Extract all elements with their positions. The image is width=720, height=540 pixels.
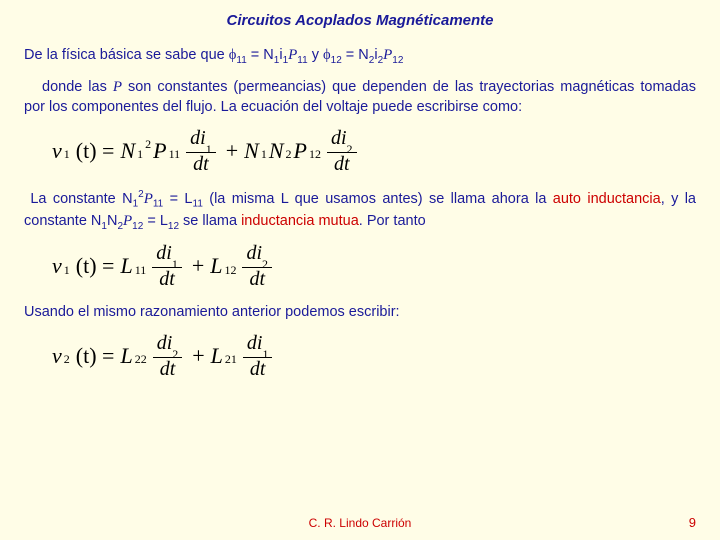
p3-j: . Por tanto xyxy=(359,213,426,229)
eq2-frac2: di2 dt xyxy=(242,243,272,289)
equation-3: v2 (t) = L22 di2 dt + L21 di1 dt xyxy=(52,333,696,379)
p3-f: N xyxy=(107,213,117,229)
auto-inductance-label: auto inductancia xyxy=(553,190,661,206)
eq2-l12sub: 12 xyxy=(224,263,236,278)
eq2-l11: L xyxy=(120,253,132,279)
p12-sub: 12 xyxy=(392,55,403,66)
p-sym-inline: P xyxy=(113,79,122,95)
phi12-sub: 12 xyxy=(331,55,342,66)
eq1-num2sub: 2 xyxy=(347,142,353,156)
eq3-num1: di xyxy=(157,332,173,354)
footer-author: C. R. Lindo Carrión xyxy=(0,516,720,530)
p3-a: La constante N xyxy=(30,190,132,206)
eq2-plus: + xyxy=(192,253,204,279)
eq2-num2: di xyxy=(246,242,262,264)
eq3-v: v xyxy=(52,343,62,369)
eq3-plus: + xyxy=(192,343,204,369)
eq1-p12: P xyxy=(294,138,307,164)
eq1-p11sub: 11 xyxy=(169,147,181,162)
mutual-inductance-label: inductancia mutua xyxy=(241,213,359,229)
eq1-paren: (t) = xyxy=(76,138,115,164)
equation-1: v1 (t) = N12 P11 di1 dt + N1 N2 P12 di2 … xyxy=(52,128,696,174)
eq2-paren: (t) = xyxy=(76,253,115,279)
paragraph-3: La constante N12P11 = L11 (la misma L qu… xyxy=(24,188,696,234)
eq3-l22: L xyxy=(120,343,132,369)
eq1-vsub: 1 xyxy=(64,147,70,162)
eq2-frac1: di1 dt xyxy=(152,243,182,289)
eq2-l12: L xyxy=(210,253,222,279)
p3-psym2: P xyxy=(123,213,132,229)
eq3-num1sub: 2 xyxy=(172,347,178,361)
eq3-l21: L xyxy=(211,343,223,369)
eq3-frac2: di1 dt xyxy=(243,333,273,379)
eq1-p11: P xyxy=(153,138,166,164)
eq1-n1b: N xyxy=(244,138,259,164)
eq1-n1sup: 2 xyxy=(145,137,151,152)
p3-l11: 11 xyxy=(193,198,203,209)
eq1-n1: N xyxy=(120,138,135,164)
p3-psym1: P xyxy=(144,190,153,206)
p3-c: (la misma L que usamos antes) se llama a… xyxy=(203,190,553,206)
eq2-num1: di xyxy=(156,242,172,264)
eq3-num2sub: 1 xyxy=(262,347,268,361)
eq1-n1sub: 1 xyxy=(137,147,143,162)
p-sym-2: P xyxy=(383,47,392,63)
eq1-num1sub: 1 xyxy=(206,142,212,156)
p1-text-a: De la física básica se sabe que xyxy=(24,47,229,63)
eq2-l11sub: 11 xyxy=(135,263,147,278)
eq1-plus: + xyxy=(226,138,238,164)
p1-text-d: y xyxy=(308,47,323,63)
p1-text-b: = N xyxy=(247,47,274,63)
eq1-num2: di xyxy=(331,127,347,149)
eq3-frac1: di2 dt xyxy=(153,333,183,379)
p2-text-a: donde las xyxy=(42,79,113,95)
slide-title: Circuitos Acoplados Magnéticamente xyxy=(24,12,696,29)
eq1-p12sub: 12 xyxy=(309,147,321,162)
eq3-paren: (t) = xyxy=(76,343,115,369)
eq3-vsub: 2 xyxy=(64,352,70,367)
eq3-num2: di xyxy=(247,332,263,354)
p3-h: se llama xyxy=(179,213,241,229)
p3-p11: 11 xyxy=(153,198,163,209)
eq1-frac2: di2 dt xyxy=(327,128,357,174)
phi-symbol-2: ϕ xyxy=(323,47,331,63)
p3-g: = L xyxy=(143,213,168,229)
eq2-den1: dt xyxy=(159,268,175,289)
eq2-den2: dt xyxy=(249,268,265,289)
eq1-n1bsub: 1 xyxy=(261,147,267,162)
eq1-num1: di xyxy=(190,127,206,149)
paragraph-2: donde las P son constantes (permeancias)… xyxy=(24,77,696,117)
p3-p12: 12 xyxy=(132,221,143,232)
page-number: 9 xyxy=(689,515,696,530)
p3-l12: 12 xyxy=(168,221,179,232)
p2-text-b: son constantes (permeancias) que depende… xyxy=(24,79,696,115)
p-sym-1: P xyxy=(288,47,297,63)
eq2-v: v xyxy=(52,253,62,279)
eq3-l22sub: 22 xyxy=(135,352,147,367)
eq1-frac1: di1 dt xyxy=(186,128,216,174)
p1-text-e: = N xyxy=(342,47,369,63)
p11-sub: 11 xyxy=(297,55,307,66)
paragraph-1: De la física básica se sabe que ϕ11 = N1… xyxy=(24,45,696,67)
eq1-v: v xyxy=(52,138,62,164)
eq1-n2sub: 2 xyxy=(286,147,292,162)
p3-b: = L xyxy=(163,190,192,206)
equation-2: v1 (t) = L11 di1 dt + L12 di2 dt xyxy=(52,243,696,289)
eq2-num2sub: 2 xyxy=(262,257,268,271)
phi11-sub: 11 xyxy=(236,55,246,66)
eq1-n2: N xyxy=(269,138,284,164)
eq2-vsub: 1 xyxy=(64,263,70,278)
eq2-num1sub: 1 xyxy=(172,257,178,271)
eq3-l21sub: 21 xyxy=(225,352,237,367)
paragraph-4: Usando el mismo razonamiento anterior po… xyxy=(24,303,696,323)
